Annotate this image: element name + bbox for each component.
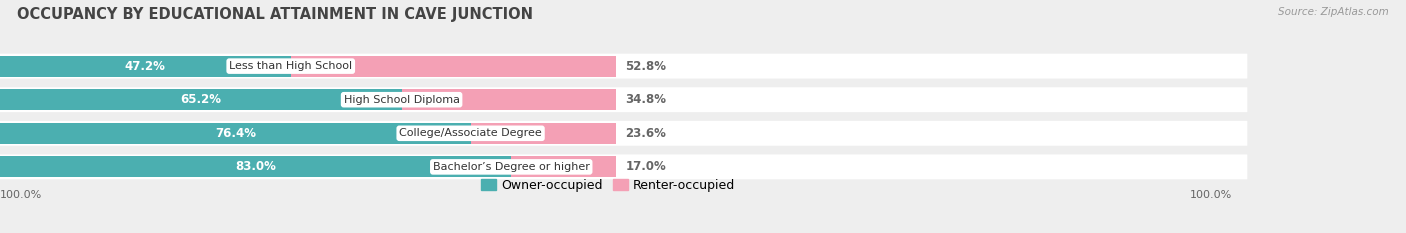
Text: 23.6%: 23.6% bbox=[626, 127, 666, 140]
Bar bbox=[0, 89, 402, 110]
Bar bbox=[471, 123, 616, 144]
Text: 52.8%: 52.8% bbox=[626, 60, 666, 73]
Text: Less than High School: Less than High School bbox=[229, 61, 353, 71]
FancyBboxPatch shape bbox=[0, 87, 1247, 112]
Text: High School Diploma: High School Diploma bbox=[343, 95, 460, 105]
Text: 34.8%: 34.8% bbox=[626, 93, 666, 106]
Bar bbox=[0, 123, 471, 144]
FancyBboxPatch shape bbox=[0, 121, 1247, 146]
Text: 47.2%: 47.2% bbox=[125, 60, 166, 73]
Bar bbox=[512, 157, 616, 177]
Text: Bachelor’s Degree or higher: Bachelor’s Degree or higher bbox=[433, 162, 589, 172]
Bar bbox=[291, 56, 616, 76]
Text: 83.0%: 83.0% bbox=[235, 160, 276, 173]
Legend: Owner-occupied, Renter-occupied: Owner-occupied, Renter-occupied bbox=[477, 174, 740, 197]
Text: 65.2%: 65.2% bbox=[180, 93, 221, 106]
Bar bbox=[0, 157, 512, 177]
Text: OCCUPANCY BY EDUCATIONAL ATTAINMENT IN CAVE JUNCTION: OCCUPANCY BY EDUCATIONAL ATTAINMENT IN C… bbox=[17, 7, 533, 22]
FancyBboxPatch shape bbox=[0, 54, 1247, 79]
Bar bbox=[0, 56, 291, 76]
FancyBboxPatch shape bbox=[0, 154, 1247, 179]
Text: 17.0%: 17.0% bbox=[626, 160, 666, 173]
Text: 76.4%: 76.4% bbox=[215, 127, 256, 140]
Text: 100.0%: 100.0% bbox=[1189, 190, 1232, 200]
Text: 100.0%: 100.0% bbox=[0, 190, 42, 200]
Text: College/Associate Degree: College/Associate Degree bbox=[399, 128, 541, 138]
Bar bbox=[402, 89, 616, 110]
Text: Source: ZipAtlas.com: Source: ZipAtlas.com bbox=[1278, 7, 1389, 17]
